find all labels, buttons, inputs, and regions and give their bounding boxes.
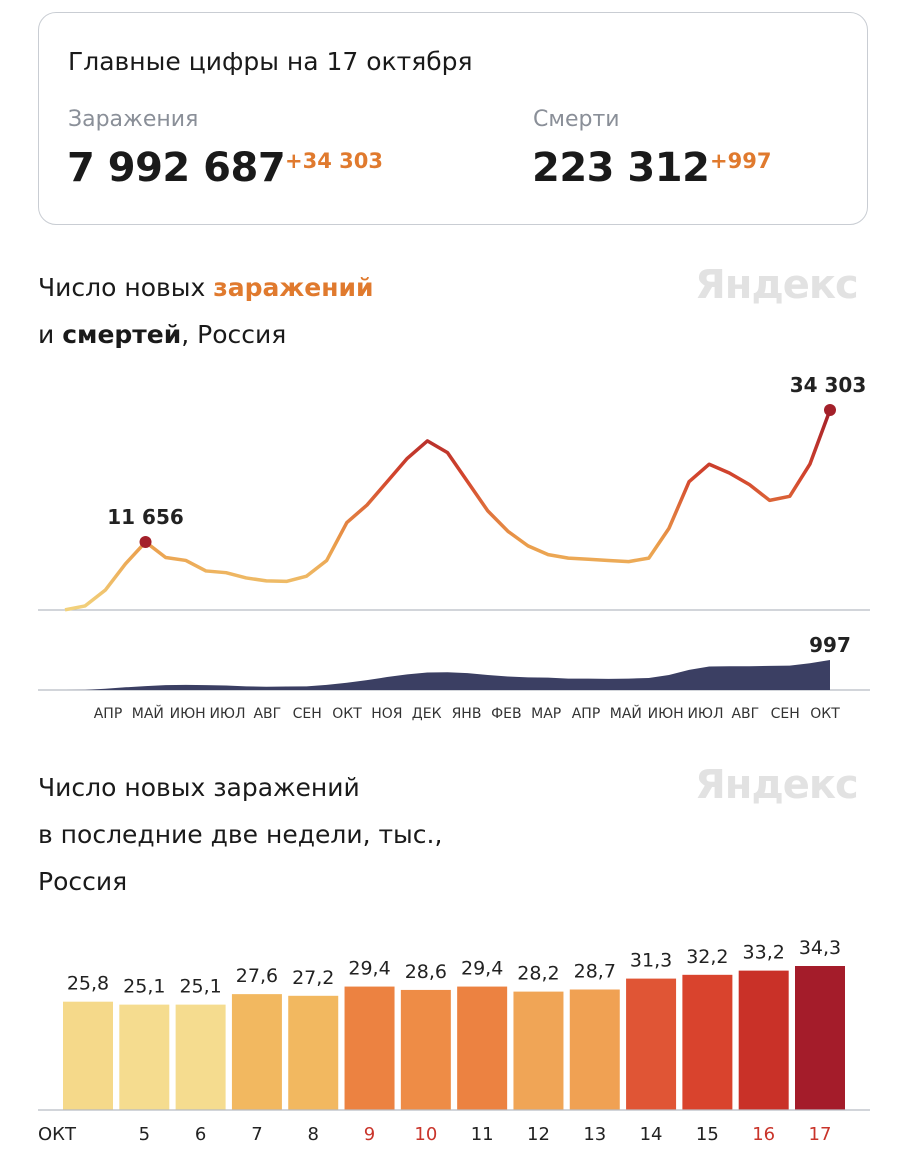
x-tick-label: ИЮЛ (687, 706, 723, 722)
bar (682, 974, 733, 1110)
data-label: 28,7 (574, 961, 616, 983)
watermark: Яндекс (695, 262, 859, 308)
title-line: Число новых заражений (38, 264, 374, 311)
bar (626, 978, 677, 1110)
bar (231, 994, 282, 1110)
title-line: Россия (38, 867, 128, 896)
x-tick-label: ЯНВ (452, 706, 482, 722)
x-tick-label: МАЙ (132, 704, 164, 722)
x-tick-label: ФЕВ (491, 706, 522, 722)
x-tick-label: 5 (139, 1124, 150, 1145)
x-tick-label: ДЕК (412, 706, 442, 722)
cases-line (64, 409, 832, 612)
title-line: Число новых заражений (38, 773, 360, 802)
bar (119, 1004, 170, 1110)
title-part: Число новых (38, 273, 214, 302)
title-line: в последние две недели, тыс., (38, 820, 443, 849)
x-tick-label: 7 (251, 1124, 262, 1145)
data-label: 28,2 (517, 963, 559, 985)
cases-total: 7 992 687 (67, 145, 286, 191)
data-label: 25,8 (67, 973, 109, 995)
data-label: 29,4 (461, 958, 503, 980)
bar (738, 970, 789, 1110)
bar (513, 991, 564, 1110)
deaths-total: 223 312 (532, 145, 710, 191)
cases-marker (824, 404, 836, 416)
bar (400, 989, 451, 1110)
x-tick-label: 14 (640, 1124, 663, 1145)
bar (344, 986, 395, 1110)
data-label: 34,3 (799, 937, 841, 959)
bar (63, 1001, 113, 1110)
data-label: 997 (809, 633, 851, 657)
data-label: 25,1 (179, 976, 221, 998)
x-tick-label: ИЮН (648, 706, 684, 722)
data-label: 25,1 (123, 976, 165, 998)
x-tick-label: НОЯ (371, 706, 402, 722)
title-part: смертей (62, 320, 182, 349)
card-title: Главные цифры на 17 октября (68, 47, 473, 76)
x-tick-label: 8 (308, 1124, 319, 1145)
x-tick-label: 15 (696, 1124, 719, 1145)
title-part: , Россия (181, 320, 287, 349)
x-tick-label: 16 (752, 1124, 775, 1145)
x-tick-label: ИЮЛ (209, 706, 245, 722)
title-line: и смертей, Россия (38, 311, 374, 358)
bar (569, 989, 620, 1110)
deaths-label: Смерти (533, 107, 620, 132)
chart-title: Число новых заражений и смертей, Россия (38, 264, 374, 358)
cases-delta: +34 303 (285, 149, 383, 173)
x-tick-label: СЕН (293, 706, 322, 722)
x-tick-label: ОКТ (38, 1124, 77, 1145)
bar (175, 1004, 226, 1110)
x-tick-label: МАЙ (610, 704, 642, 722)
x-tick-label: 12 (527, 1124, 550, 1145)
data-label: 32,2 (686, 946, 728, 968)
data-label: 11 656 (107, 505, 184, 529)
bar (457, 986, 508, 1110)
cases-label: Заражения (68, 107, 199, 132)
x-tick-label: АВГ (253, 706, 281, 722)
cases-marker (139, 536, 152, 549)
x-tick-label: 13 (583, 1124, 606, 1145)
data-label: 34 303 (790, 373, 867, 397)
x-tick-label: АВГ (731, 706, 759, 722)
x-tick-label: 9 (364, 1124, 375, 1145)
x-tick-label: ОКТ (810, 706, 840, 722)
x-tick-label: ОКТ (332, 706, 362, 722)
title-part: заражений (213, 273, 374, 302)
x-tick-label: АПР (572, 706, 601, 722)
x-tick-label: 6 (195, 1124, 206, 1145)
x-tick-label: 11 (471, 1124, 494, 1145)
data-label: 27,6 (236, 965, 278, 987)
x-tick-label: АПР (94, 706, 123, 722)
x-tick-label: ИЮН (170, 706, 206, 722)
data-label: 27,2 (292, 967, 334, 989)
data-label: 29,4 (348, 958, 390, 980)
bar (795, 966, 845, 1110)
x-tick-label: 10 (414, 1124, 437, 1145)
data-label: 33,2 (743, 942, 785, 964)
watermark: Яндекс (695, 762, 859, 808)
data-label: 31,3 (630, 950, 672, 972)
summary-card: Главные цифры на 17 октября Заражения 7 … (38, 12, 868, 225)
x-tick-label: МАР (531, 706, 561, 722)
deaths-delta: +997 (710, 149, 772, 173)
data-label: 28,6 (405, 961, 447, 983)
x-tick-label: 17 (809, 1124, 832, 1145)
bar (288, 995, 339, 1110)
deaths-area (65, 660, 830, 690)
x-tick-label: СЕН (771, 706, 800, 722)
chart-title: Число новых заражений в последние две нед… (38, 764, 442, 905)
title-part: и (38, 320, 63, 349)
